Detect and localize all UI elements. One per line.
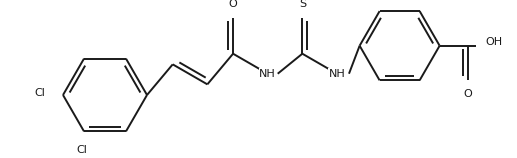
- Text: NH: NH: [260, 69, 276, 79]
- Text: S: S: [299, 0, 306, 9]
- Text: OH: OH: [485, 37, 503, 47]
- Text: O: O: [229, 0, 237, 9]
- Text: Cl: Cl: [77, 145, 87, 155]
- Text: O: O: [463, 89, 472, 99]
- Text: Cl: Cl: [34, 88, 45, 98]
- Text: NH: NH: [329, 69, 345, 79]
